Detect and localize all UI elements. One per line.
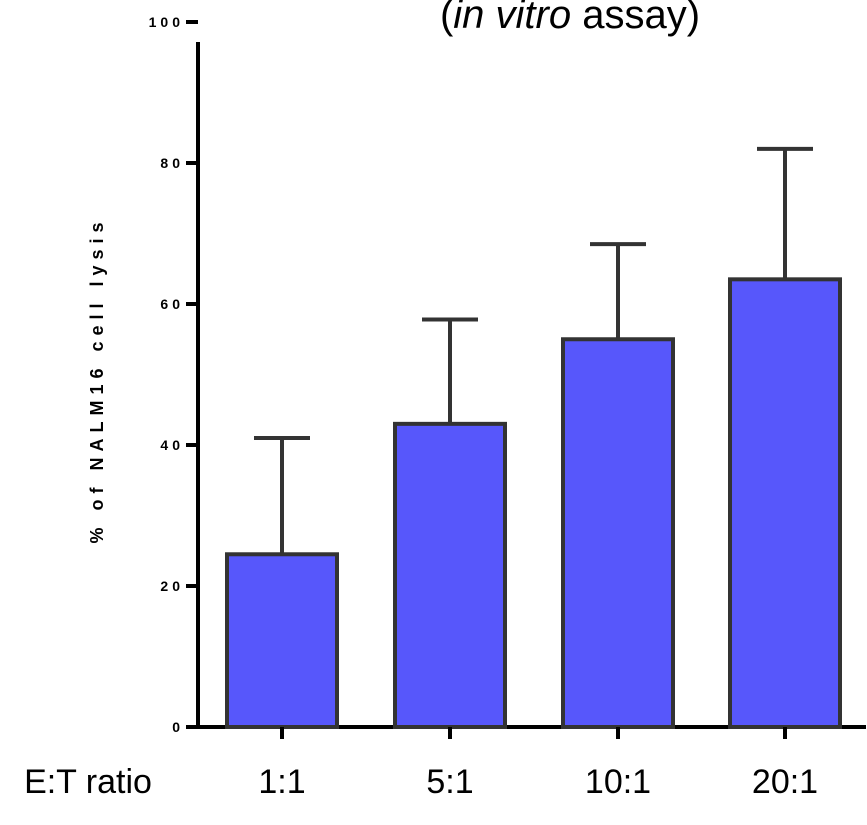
x-tick-label: 10:1 bbox=[585, 763, 651, 801]
y-tick-label: 100 bbox=[149, 14, 184, 30]
x-tick-label: 5:1 bbox=[426, 763, 473, 801]
y-tick-label: 40 bbox=[160, 437, 184, 453]
bar bbox=[561, 337, 675, 729]
y-tick-label: 60 bbox=[160, 296, 184, 312]
chart-title-suffix: assay) bbox=[571, 0, 700, 37]
chart-title-prefix: ( bbox=[440, 0, 454, 37]
bar bbox=[728, 277, 842, 729]
bar bbox=[225, 552, 339, 730]
x-tick-label: 1:1 bbox=[258, 763, 305, 801]
x-tick-label: 20:1 bbox=[752, 763, 818, 801]
x-axis-label: E:T ratio bbox=[24, 763, 152, 801]
plot-area: 0 20 40 60 80 100 1:1 5:1 10:1 20:1 bbox=[149, 14, 866, 801]
y-tick-label: 0 bbox=[172, 719, 184, 735]
y-tick-label: 80 bbox=[160, 155, 184, 171]
chart-title-italic: in vitro bbox=[453, 0, 571, 37]
bar bbox=[393, 421, 507, 729]
chart-title: (in vitro assay) bbox=[440, 0, 700, 37]
y-axis-label: % of NALM16 cell lysis bbox=[87, 216, 107, 543]
y-tick-label: 20 bbox=[160, 578, 184, 594]
